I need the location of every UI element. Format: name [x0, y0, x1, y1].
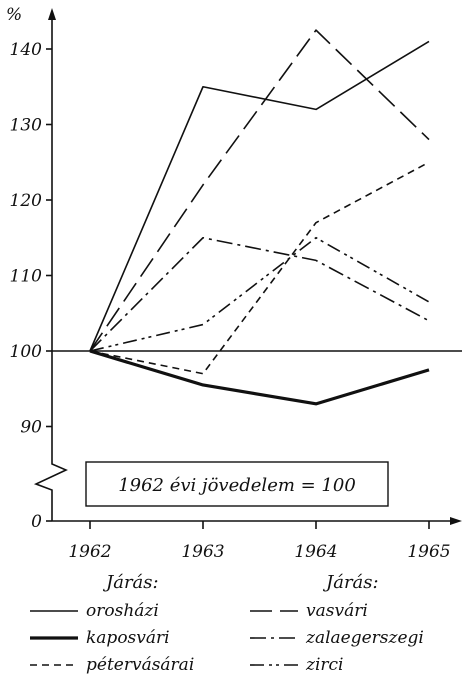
y-tick-label: 90: [20, 418, 42, 438]
series-line-3: [89, 161, 430, 375]
legend-label: kaposvári: [86, 628, 170, 648]
x-tick-label: 1964: [294, 542, 337, 562]
y-tick-label: 100: [10, 342, 43, 362]
series-group: [89, 29, 430, 406]
x-ticks: 1962 1963 1964 1965: [68, 521, 451, 562]
x-tick-label: 1963: [181, 542, 224, 562]
y-ticks: 0 90 100 110 120 130 140: [10, 40, 52, 532]
y-tick-label: 140: [10, 40, 43, 60]
y-axis-arrow: [48, 8, 56, 20]
x-tick-label: 1962: [68, 542, 111, 562]
annotation-frame: [85, 461, 389, 507]
series-line-1: [89, 40, 430, 352]
y-tick-label: 0: [31, 512, 42, 532]
y-tick-label: 110: [10, 267, 43, 287]
annotation-text: 1962 évi jövedelem = 100: [118, 475, 356, 496]
series-line-2: [89, 349, 430, 406]
y-axis: [33, 16, 68, 521]
y-unit-label: %: [6, 5, 22, 25]
legend-label: orosházi: [86, 601, 159, 621]
legend-label: pétervásárai: [86, 655, 194, 675]
legend-header-left: Járás:: [102, 572, 159, 593]
x-tick-label: 1965: [407, 542, 450, 562]
y-tick-label: 130: [10, 116, 43, 136]
x-axis-arrow: [450, 517, 462, 525]
legend-label: vasvári: [306, 601, 368, 621]
series-line-6: [89, 236, 430, 352]
series-line-5: [89, 236, 430, 352]
annotation-box: 1962 évi jövedelem = 100: [85, 461, 389, 507]
legend-label: zalaegerszegi: [305, 628, 424, 648]
legend: Járás: Járás: orosházi kaposvári pétervásá…: [30, 572, 424, 675]
axes: [33, 8, 462, 525]
series-line-4: [89, 29, 430, 352]
legend-label: zirci: [305, 655, 343, 675]
y-tick-label: 120: [10, 191, 43, 211]
legend-header-right: Járás:: [322, 572, 379, 593]
